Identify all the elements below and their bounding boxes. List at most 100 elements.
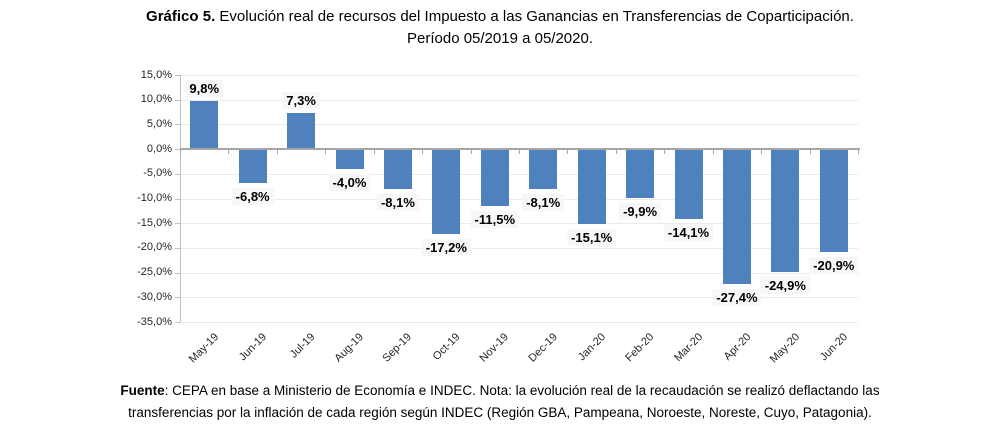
gridline <box>180 124 858 126</box>
bar <box>238 149 267 183</box>
chart-title-prefix: Gráfico 5. <box>146 8 216 25</box>
bar <box>674 149 703 219</box>
category-tick <box>422 150 424 155</box>
y-axis-tick <box>175 223 180 225</box>
category-tick <box>761 150 763 155</box>
bar <box>819 149 848 253</box>
bar <box>626 149 655 198</box>
bar-value-label: -15,1% <box>567 228 617 246</box>
category-tick <box>567 150 569 155</box>
y-axis-tick <box>175 297 180 299</box>
y-axis-tick <box>175 247 180 249</box>
x-axis-label: Dec-19 <box>526 331 560 365</box>
y-axis-label: -35,0% <box>137 315 172 328</box>
x-axis-label: Feb-20 <box>623 331 657 365</box>
bar <box>577 149 606 224</box>
zero-line <box>180 148 860 151</box>
bar <box>432 149 461 235</box>
bar <box>529 149 558 190</box>
y-axis-tick <box>175 75 180 76</box>
category-tick <box>615 150 617 155</box>
bar <box>722 149 751 285</box>
y-axis-tick <box>175 99 180 101</box>
x-axis-label: Jul-19 <box>287 331 318 361</box>
gridline <box>180 247 858 249</box>
footer-line1-text: : CEPA en base a Ministerio de Economía … <box>164 383 880 398</box>
y-axis-label: 15,0% <box>140 68 172 81</box>
x-axis-label: Jun-20 <box>818 331 851 364</box>
x-axis-label: Oct-19 <box>431 331 463 363</box>
y-axis-label: 5,0% <box>146 117 172 130</box>
bar-value-label: -20,9% <box>809 257 859 275</box>
category-tick <box>664 150 666 155</box>
y-axis-label: -10,0% <box>137 192 172 204</box>
bar-value-label: -8,1% <box>522 194 565 212</box>
category-tick <box>712 150 714 155</box>
bar-value-label: 7,3% <box>282 92 320 110</box>
category-tick <box>519 150 520 155</box>
x-axis-label: May-19 <box>186 331 221 366</box>
y-axis-label: -30,0% <box>137 290 172 303</box>
y-axis-line <box>180 75 181 322</box>
x-axis-label: Apr-20 <box>721 331 754 363</box>
y-axis-label: -15,0% <box>137 216 172 229</box>
bar <box>190 100 219 150</box>
x-axis-label: Jun-19 <box>236 331 270 364</box>
footer-line2: transferencias por la inflación de cada … <box>128 405 872 420</box>
bar-value-label: -27,4% <box>712 289 762 307</box>
bar-value-label: -9,9% <box>619 203 662 220</box>
category-tick <box>228 150 230 155</box>
bar <box>287 113 316 150</box>
bar-value-label: -8,1% <box>376 194 419 212</box>
y-axis-label: 0,0% <box>146 142 172 155</box>
x-axis-label: Sep-19 <box>380 331 415 365</box>
bar <box>480 149 509 206</box>
gridline <box>180 322 858 323</box>
y-axis-label: -5,0% <box>143 167 172 180</box>
category-tick <box>373 150 375 155</box>
gridline <box>180 198 858 200</box>
gridline <box>180 297 858 299</box>
y-axis-tick <box>175 124 180 126</box>
footer-note: Fuente: CEPA en base a Ministerio de Eco… <box>0 380 1000 424</box>
bar-value-label: -14,1% <box>663 223 714 241</box>
y-axis-label: 10,0% <box>140 93 172 106</box>
x-axis-label: Nov-19 <box>477 331 512 365</box>
bar-value-label: -6,8% <box>231 187 274 205</box>
y-axis-tick <box>175 322 180 323</box>
category-tick <box>180 150 181 155</box>
bar <box>383 149 412 190</box>
bar-value-label: -11,5% <box>470 210 520 228</box>
bar-value-label: -4,0% <box>328 173 371 191</box>
y-axis-label: -20,0% <box>137 241 172 254</box>
category-tick <box>858 150 859 155</box>
x-axis-label: Jan-20 <box>575 331 609 364</box>
gridline <box>180 75 858 76</box>
bar-value-label: -24,9% <box>760 277 810 295</box>
x-axis-label: Mar-20 <box>671 331 705 365</box>
chart-title-line1: Gráfico 5. Evolución real de recursos de… <box>0 6 1000 28</box>
chart-title: Gráfico 5. Evolución real de recursos de… <box>0 6 1000 50</box>
category-tick <box>470 150 472 155</box>
bar <box>335 149 364 169</box>
footer-source-label: Fuente <box>120 383 165 398</box>
bar <box>771 149 800 273</box>
footer-line1: Fuente: CEPA en base a Ministerio de Eco… <box>0 380 1000 402</box>
bar-value-label: -17,2% <box>421 239 471 257</box>
gridline <box>180 173 858 175</box>
y-axis-tick <box>175 198 180 200</box>
gridline <box>180 272 858 274</box>
chart-title-rest: Evolución real de recursos del Impuesto … <box>215 8 854 25</box>
y-axis-tick <box>175 173 180 175</box>
x-axis-label: May-20 <box>767 331 802 366</box>
category-tick <box>809 150 811 155</box>
bar-value-label: 9,8% <box>185 79 224 97</box>
category-tick <box>325 150 327 155</box>
gridline <box>180 99 858 101</box>
chart-title-line2: Período 05/2019 a 05/2020. <box>407 30 593 47</box>
y-axis-tick <box>175 149 180 151</box>
y-axis-tick <box>175 272 180 274</box>
y-axis-label: -25,0% <box>137 266 172 279</box>
